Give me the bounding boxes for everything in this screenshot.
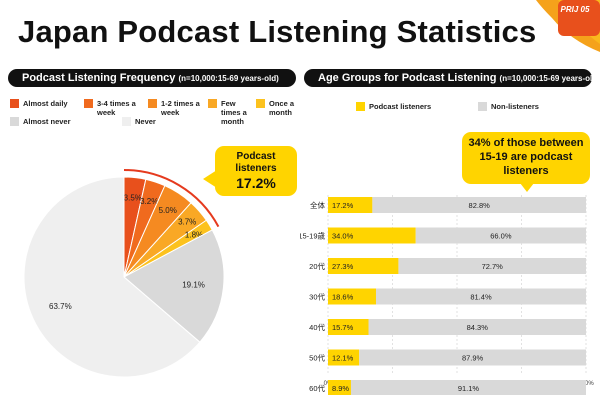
pie-slice-label: 63.7% — [49, 302, 72, 311]
corner-badge: PRIJ 05 — [530, 0, 600, 52]
listeners-callout-label: Podcast listeners — [235, 151, 277, 174]
legend-label: Few times a month — [221, 99, 247, 126]
bar-listeners-label: 15.7% — [332, 323, 354, 332]
listeners-highlight-arc — [123, 169, 220, 228]
category-label: 40代 — [309, 322, 325, 332]
bar-non-listeners — [350, 380, 586, 395]
pie-slice — [23, 176, 201, 378]
x-tick-label: 100% — [578, 381, 594, 387]
listeners-callout: Podcast listeners 17.2% — [215, 146, 297, 196]
legend-swatch — [208, 99, 217, 108]
category-label: 15-19歳 — [300, 231, 325, 241]
legend-swatch — [148, 99, 157, 108]
bar-non-listeners-label: 66.0% — [490, 232, 512, 241]
legend-label: Podcast listeners — [369, 102, 432, 111]
bar-listeners — [328, 349, 360, 366]
legend-swatch — [122, 117, 131, 126]
right-panel-title-bar: Age Groups for Podcast Listening (n=10,0… — [304, 69, 592, 87]
bar-listeners — [328, 288, 376, 305]
legend-swatch — [256, 99, 265, 108]
bar-non-listeners-label: 81.4% — [470, 293, 492, 302]
age-callout: 34% of those between 15-19 are podcast l… — [462, 132, 590, 184]
bar-legend: Podcast listeners Non-listeners — [300, 99, 600, 113]
bar-non-listeners — [415, 227, 586, 244]
bar-listeners-label: 17.2% — [332, 201, 354, 210]
legend-label: Once a month — [269, 99, 295, 117]
right-panel-title: Age Groups for Podcast Listening — [318, 72, 497, 84]
category-label: 60代 — [309, 383, 325, 393]
legend-label: 3-4 times a week — [97, 99, 136, 117]
bar-listeners-label: 27.3% — [332, 262, 354, 271]
legend-swatch — [10, 117, 19, 126]
bar-non-listeners-label: 87.9% — [462, 354, 484, 363]
age-callout-tail — [520, 183, 534, 192]
bar-listeners-label: 34.0% — [332, 232, 354, 241]
left-panel-title-bar: Podcast Listening Frequency (n=10,000:15… — [8, 69, 296, 87]
category-label: 30代 — [309, 292, 325, 302]
legend-swatch — [84, 99, 93, 108]
page-title: Japan Podcast Listening Statistics — [18, 14, 537, 49]
category-label: 50代 — [309, 353, 325, 363]
bar-listeners — [328, 319, 369, 335]
bar-non-listeners-label: 72.7% — [482, 262, 504, 271]
bar-non-listeners — [375, 288, 586, 305]
bar-listeners — [328, 258, 399, 274]
legend-label: Never — [135, 117, 156, 126]
bar-non-listeners — [398, 258, 586, 274]
bar-listeners — [328, 227, 416, 244]
listeners-callout-tail — [203, 170, 217, 188]
bar-non-listeners — [359, 349, 586, 366]
pie-slice-label: 5.0% — [159, 206, 177, 215]
bar-non-listeners-label: 84.3% — [467, 323, 489, 332]
bar-listeners-label: 12.1% — [332, 354, 354, 363]
legend-swatch — [10, 99, 19, 108]
badge-shape — [536, 0, 600, 52]
bar-non-listeners — [368, 319, 586, 335]
bar-non-listeners — [372, 197, 586, 213]
pie-slice-label: 3.5% — [124, 193, 142, 202]
badge-text: PRIJ 05 — [560, 5, 590, 14]
pie-legend: Almost daily 3-4 times a week 1-2 times … — [10, 99, 300, 143]
right-panel-subtitle: (n=10,000:15-69 years-old) — [499, 74, 592, 83]
bar-listeners-label: 18.6% — [332, 293, 354, 302]
bar-listeners — [328, 380, 351, 395]
left-panel-title: Podcast Listening Frequency — [22, 72, 176, 84]
legend-label: 1-2 times a week — [161, 99, 200, 117]
legend-label: Almost never — [23, 117, 71, 126]
pie-chart: 3.5%3.2%5.0%3.7% 1.8% 19.1% 63.7% — [23, 169, 225, 378]
legend-swatch — [478, 102, 487, 111]
pie-slice — [123, 229, 225, 343]
category-label: 20代 — [309, 261, 325, 271]
listeners-callout-value: 17.2% — [236, 175, 276, 191]
pie-slice-label: 19.1% — [182, 281, 205, 290]
pie-slice-label: 3.2% — [140, 197, 158, 206]
bar-non-listeners-label: 91.1% — [458, 384, 480, 393]
stacked-bar-chart: 0%25%50%75%100%全体17.2%82.8%15-19歳34.0%66… — [300, 195, 594, 395]
legend-swatch — [356, 102, 365, 111]
pie-slice-label: 1.8% — [185, 230, 203, 239]
pie-slice-label: 3.7% — [178, 218, 196, 227]
legend-label: Almost daily — [23, 99, 68, 108]
bar-listeners — [328, 197, 373, 213]
category-label: 全体 — [310, 200, 325, 210]
left-panel-subtitle: (n=10,000:15-69 years-old) — [178, 74, 279, 83]
legend-label: Non-listeners — [491, 102, 539, 111]
bar-non-listeners-label: 82.8% — [469, 201, 491, 210]
bar-listeners-label: 8.9% — [332, 384, 349, 393]
